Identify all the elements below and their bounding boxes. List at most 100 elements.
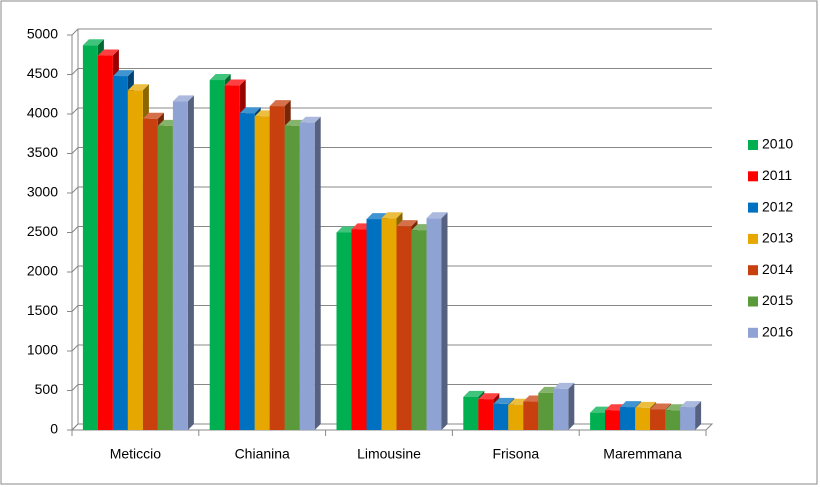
bar-front: [224, 85, 240, 430]
x-tick-label: Chianina: [235, 446, 290, 462]
bar-top: [239, 107, 261, 114]
grid-line: [71, 265, 712, 273]
bar-front: [493, 403, 509, 430]
grid-line: [71, 28, 712, 36]
bar-front: [478, 399, 494, 430]
bar-front: [254, 116, 270, 431]
bar: [172, 95, 194, 431]
bar-top: [224, 79, 246, 86]
grid-line: [71, 384, 712, 391]
bar-top: [142, 112, 164, 119]
legend-label: 2015: [762, 292, 793, 308]
bar-top: [478, 393, 500, 400]
x-tick-label: Limousine: [357, 446, 421, 462]
legend-label: 2013: [762, 230, 793, 246]
bar-top: [620, 401, 642, 408]
bar-front: [299, 122, 315, 430]
bar-top: [650, 403, 672, 410]
bar-front: [127, 90, 143, 431]
grid-line: [71, 107, 712, 115]
bar-top: [172, 95, 194, 102]
bar-front: [508, 404, 524, 430]
bar-top: [209, 74, 231, 81]
bar-top: [635, 401, 657, 408]
bar-front: [411, 230, 427, 430]
legend-label: 2014: [762, 261, 793, 277]
bar-side: [187, 95, 194, 431]
grid-line: [71, 147, 712, 154]
legend-label: 2011: [762, 167, 792, 183]
bar-front: [366, 219, 382, 430]
bar-top: [381, 212, 403, 219]
grid-line: [71, 226, 712, 233]
bar-front: [463, 396, 479, 430]
bar-front: [142, 118, 158, 431]
bar-side: [314, 116, 321, 430]
bar-front: [97, 55, 113, 430]
bar-side: [441, 212, 448, 430]
bar-front: [590, 412, 606, 430]
bar: [299, 116, 321, 430]
x-tick-label: Maremmana: [603, 446, 682, 462]
bar-front: [650, 409, 666, 430]
y-tick-label: 500: [35, 381, 59, 397]
bar-front: [605, 410, 621, 430]
legend-swatch: [748, 171, 758, 182]
bar-top: [82, 39, 104, 46]
legend-label: 2012: [762, 198, 793, 214]
bar-top: [680, 401, 702, 408]
legend-swatch: [748, 296, 758, 307]
legend-label: 2016: [762, 324, 793, 340]
grid-line: [71, 344, 712, 352]
bar-top: [396, 220, 418, 227]
grid-line: [71, 186, 712, 194]
bar: [553, 382, 575, 430]
x-tick-label: Meticcio: [110, 446, 162, 462]
bar-top: [493, 397, 515, 404]
x-tick-label: Frisona: [492, 446, 539, 462]
bar-top: [299, 116, 321, 123]
y-tick-label: 3000: [27, 184, 58, 200]
bar-front: [426, 218, 442, 430]
bar: [680, 401, 702, 430]
bar-front: [635, 407, 651, 430]
bar-top: [426, 212, 448, 219]
bar-front: [665, 410, 681, 430]
y-tick-label: 5000: [27, 26, 58, 42]
bar-front: [351, 229, 367, 430]
bar-front: [82, 45, 98, 431]
bar-front: [284, 125, 300, 430]
bar-front: [172, 101, 188, 431]
legend-label: 2010: [762, 136, 793, 152]
legend-swatch: [748, 233, 758, 244]
bar-front: [112, 76, 128, 430]
bar-front: [239, 113, 255, 431]
y-tick-label: 4500: [27, 65, 58, 81]
bar-top: [127, 84, 149, 91]
bar-front: [381, 218, 397, 430]
bar-front: [523, 401, 539, 430]
y-tick-label: 1500: [27, 302, 58, 318]
y-tick-label: 0: [50, 421, 58, 437]
legend-swatch: [748, 202, 758, 213]
legend-swatch: [748, 327, 758, 338]
bar-top: [463, 390, 485, 397]
bar-front: [209, 80, 225, 430]
bar-front: [269, 106, 285, 430]
bar: [426, 212, 448, 430]
bar-side: [695, 401, 702, 430]
bar-front: [157, 125, 173, 430]
bar-front: [680, 407, 696, 430]
bar-top: [97, 49, 119, 56]
bar-top: [112, 70, 134, 77]
bar-top: [553, 382, 575, 389]
bar-front: [538, 392, 554, 430]
legend-swatch: [748, 140, 758, 150]
bar-front: [620, 407, 636, 430]
legend-swatch: [748, 265, 758, 276]
y-tick-label: 2500: [27, 223, 58, 239]
y-tick-label: 4000: [27, 105, 58, 121]
y-tick-label: 1000: [27, 342, 58, 358]
